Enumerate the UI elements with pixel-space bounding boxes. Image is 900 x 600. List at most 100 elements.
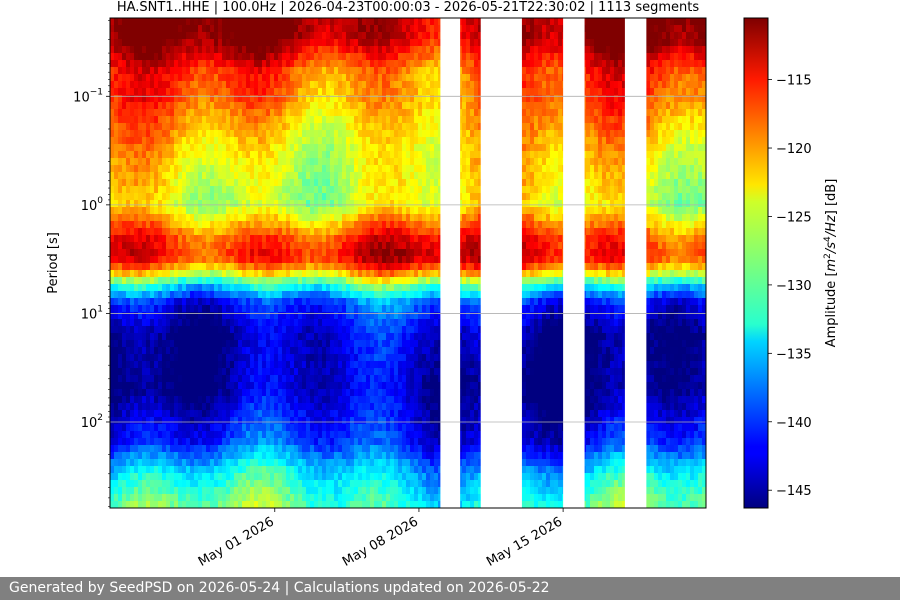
heatmap-cell [306,18,311,26]
heatmap-cell [594,46,599,54]
heatmap-cell [318,214,323,222]
heatmap-cell [190,151,195,159]
heatmap-cell [262,228,267,236]
heatmap-cell [590,179,595,187]
heatmap-cell [134,179,139,187]
heatmap-cell [402,221,407,229]
heatmap-cell [226,46,231,54]
heatmap-cell [590,228,595,236]
heatmap-cell [662,109,667,117]
heatmap-cell [558,193,563,201]
heatmap-cell [666,123,671,131]
heatmap-cell [162,81,167,89]
heatmap-cell [218,46,223,54]
heatmap-cell [426,144,431,152]
heatmap-cell [418,130,423,138]
heatmap-cell [294,74,299,82]
heatmap-cell [110,228,115,236]
heatmap-cell [342,200,347,208]
heatmap-cell [418,200,423,208]
heatmap-cell [414,221,419,229]
heatmap-cell [654,207,659,215]
heatmap-cell [374,249,379,257]
heatmap-cell [242,81,247,89]
heatmap-cell [122,235,127,243]
heatmap-cell [218,242,223,250]
heatmap-cell [178,25,183,33]
heatmap-cell [142,25,147,33]
heatmap-cell [334,214,339,222]
heatmap-cell [690,165,695,173]
heatmap-cell [358,186,363,194]
heatmap-cell [290,158,295,166]
heatmap-cell [214,221,219,229]
heatmap-cell [270,158,275,166]
heatmap-cell [266,88,271,96]
heatmap-cell [350,235,355,243]
heatmap-cell [142,46,147,54]
heatmap-cell [434,25,439,33]
heatmap-cell [366,18,371,26]
heatmap-cell [378,60,383,68]
heatmap-cell [150,102,155,110]
heatmap-cell [678,39,683,47]
heatmap-cell [118,221,123,229]
heatmap-cell [374,123,379,131]
heatmap-cell [546,109,551,117]
heatmap-cell [418,158,423,166]
heatmap-cell [166,95,171,103]
heatmap-cell [474,67,479,75]
heatmap-cell [214,60,219,68]
heatmap-cell [542,46,547,54]
heatmap-cell [666,81,671,89]
heatmap-cell [522,228,527,236]
heatmap-cell [182,67,187,75]
heatmap-cell [670,165,675,173]
heatmap-cell [314,193,319,201]
heatmap-cell [198,53,203,61]
heatmap-cell [558,18,563,26]
heatmap-cell [390,109,395,117]
heatmap-cell [558,214,563,222]
heatmap-cell [206,130,211,138]
heatmap-cell [550,221,555,229]
heatmap-cell [294,221,299,229]
heatmap-cell [618,116,623,124]
heatmap-cell [362,235,367,243]
heatmap-cell [146,67,151,75]
heatmap-cell [190,130,195,138]
heatmap-cell [550,207,555,215]
heatmap-cell [226,18,231,26]
heatmap-cell [274,25,279,33]
heatmap-cell [402,95,407,103]
heatmap-cell [670,32,675,40]
heatmap-cell [166,179,171,187]
heatmap-cell [298,109,303,117]
heatmap-cell [374,235,379,243]
heatmap-cell [690,32,695,40]
heatmap-cell [138,81,143,89]
heatmap-cell [286,102,291,110]
heatmap-cell [262,193,267,201]
heatmap-cell [546,179,551,187]
heatmap-cell [558,116,563,124]
heatmap-cell [430,235,435,243]
heatmap-cell [286,242,291,250]
heatmap-cell [270,123,275,131]
heatmap-cell [166,242,171,250]
heatmap-cell [118,53,123,61]
heatmap-cell [474,32,479,40]
heatmap-cell [306,200,311,208]
heatmap-cell [150,214,155,222]
heatmap-cell [210,235,215,243]
heatmap-cell [590,186,595,194]
heatmap-cell [670,179,675,187]
heatmap-cell [438,18,443,26]
heatmap-cell [130,158,135,166]
heatmap-cell [250,109,255,117]
heatmap-cell [418,95,423,103]
heatmap-cell [226,25,231,33]
heatmap-cell [470,165,475,173]
heatmap-cell [166,60,171,68]
heatmap-cell [542,193,547,201]
